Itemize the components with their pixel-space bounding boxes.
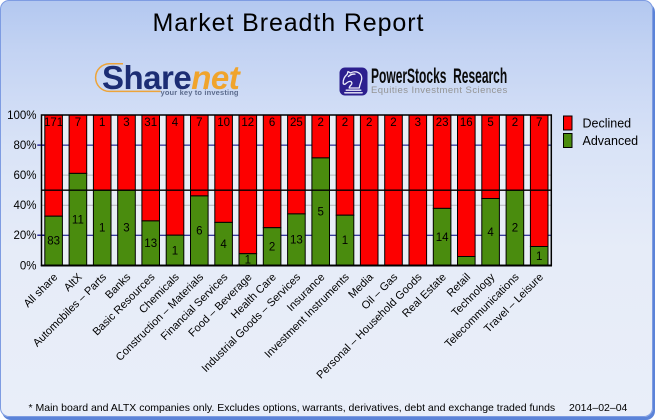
svg-text:25: 25: [290, 117, 303, 129]
svg-text:1: 1: [245, 255, 251, 267]
svg-text:All share: All share: [22, 271, 61, 310]
svg-text:1: 1: [99, 223, 105, 235]
svg-text:83: 83: [47, 236, 60, 248]
svg-text:3: 3: [415, 117, 421, 129]
svg-text:4: 4: [220, 239, 227, 251]
svg-text:2: 2: [512, 117, 518, 129]
svg-text:1: 1: [342, 235, 348, 247]
svg-text:40%: 40%: [13, 200, 36, 212]
svg-text:7: 7: [196, 117, 202, 129]
svg-text:6: 6: [196, 226, 202, 238]
svg-text:14: 14: [436, 232, 449, 244]
svg-text:80%: 80%: [13, 140, 36, 152]
svg-text:2: 2: [317, 117, 323, 129]
svg-text:5: 5: [317, 207, 323, 219]
svg-text:6: 6: [269, 117, 275, 129]
svg-text:2: 2: [342, 117, 348, 129]
svg-text:7: 7: [75, 117, 81, 129]
svg-text:60%: 60%: [13, 170, 36, 182]
svg-text:1: 1: [536, 251, 542, 263]
svg-text:Advanced: Advanced: [583, 134, 639, 148]
svg-text:3: 3: [123, 117, 129, 129]
svg-text:16: 16: [460, 117, 473, 129]
svg-text:2: 2: [512, 223, 518, 235]
svg-text:13: 13: [144, 238, 157, 250]
svg-text:11: 11: [72, 214, 84, 226]
svg-text:1: 1: [99, 117, 105, 129]
svg-text:100%: 100%: [7, 110, 36, 122]
svg-text:0%: 0%: [20, 260, 37, 272]
svg-text:23: 23: [436, 117, 449, 129]
svg-text:4: 4: [487, 227, 494, 239]
svg-text:13: 13: [290, 235, 303, 247]
svg-text:12: 12: [241, 117, 254, 129]
svg-text:10: 10: [217, 117, 230, 129]
svg-text:20%: 20%: [13, 230, 36, 242]
svg-text:2: 2: [366, 117, 372, 129]
svg-text:2: 2: [269, 242, 275, 254]
svg-text:2: 2: [390, 117, 396, 129]
svg-text:7: 7: [536, 117, 542, 129]
svg-text:31: 31: [144, 117, 157, 129]
svg-text:Declined: Declined: [583, 117, 632, 131]
svg-text:4: 4: [172, 117, 179, 129]
svg-text:1: 1: [172, 245, 178, 257]
svg-text:171: 171: [44, 117, 63, 129]
svg-text:5: 5: [487, 117, 493, 129]
svg-text:3: 3: [123, 223, 129, 235]
